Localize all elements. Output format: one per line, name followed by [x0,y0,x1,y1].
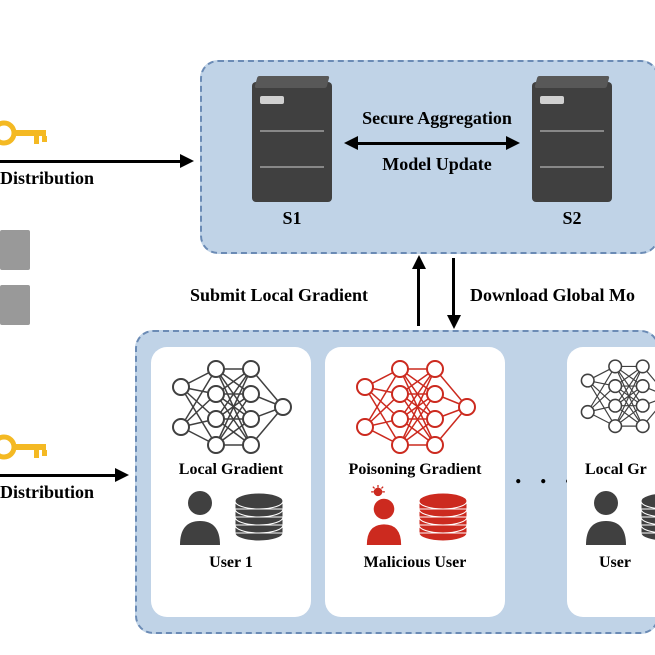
neural-net-malicious [345,357,485,457]
key-icon-bottom [0,432,50,462]
arrow-head-top [180,154,194,168]
label-submit: Submit Local Gradient [190,285,368,306]
usern-name: User [567,554,655,572]
arrow-download-head [447,315,461,329]
arrow-submit [417,268,420,326]
label-distribution-top: Distribution [0,168,94,189]
usern-grad-label: Local Gr [567,461,655,479]
neural-net-user1 [161,357,301,457]
arrow-secure-agg [357,142,507,145]
server-s2: S2 [532,82,612,202]
model-update-text: Model Update [372,154,502,175]
device-fragment-1 [0,230,30,270]
user-panel: Local Gradient [135,330,655,634]
avatar-usern [581,485,631,550]
label-download: Download Global Mo [470,285,635,306]
secure-aggregation-text: Secure Aggregation [347,108,527,129]
server-s2-label: S2 [532,208,612,229]
disks-user1 [231,485,287,550]
arrow-secure-left [344,136,358,150]
user-card-malicious: Poisoning Gradient [325,347,505,617]
avatar-user1 [175,485,225,550]
server-s1: S1 [252,82,332,202]
avatar-malicious [359,485,409,550]
arrow-download [452,258,455,316]
label-distribution-bottom: Distribution [0,482,94,503]
user-card-1: Local Gradient [151,347,311,617]
arrow-head-bottom [115,468,129,482]
arrow-submit-head [412,255,426,269]
key-icon-top [0,118,50,148]
server-panel: S1 S2 Secure Aggregation Model Update [200,60,655,254]
arrow-distribution-bottom [0,474,115,477]
disks-usern [637,485,655,550]
malicious-grad-label: Poisoning Gradient [325,461,505,479]
disks-malicious [415,485,471,550]
device-fragment-2 [0,285,30,325]
user1-name: User 1 [151,554,311,572]
arrow-secure-right [506,136,520,150]
malicious-name: Malicious User [325,554,505,572]
arrow-distribution-top [0,160,180,163]
neural-net-usern [572,357,655,457]
server-s1-label: S1 [252,208,332,229]
user1-grad-label: Local Gradient [151,461,311,479]
user-card-n: Local Gr U [567,347,655,617]
